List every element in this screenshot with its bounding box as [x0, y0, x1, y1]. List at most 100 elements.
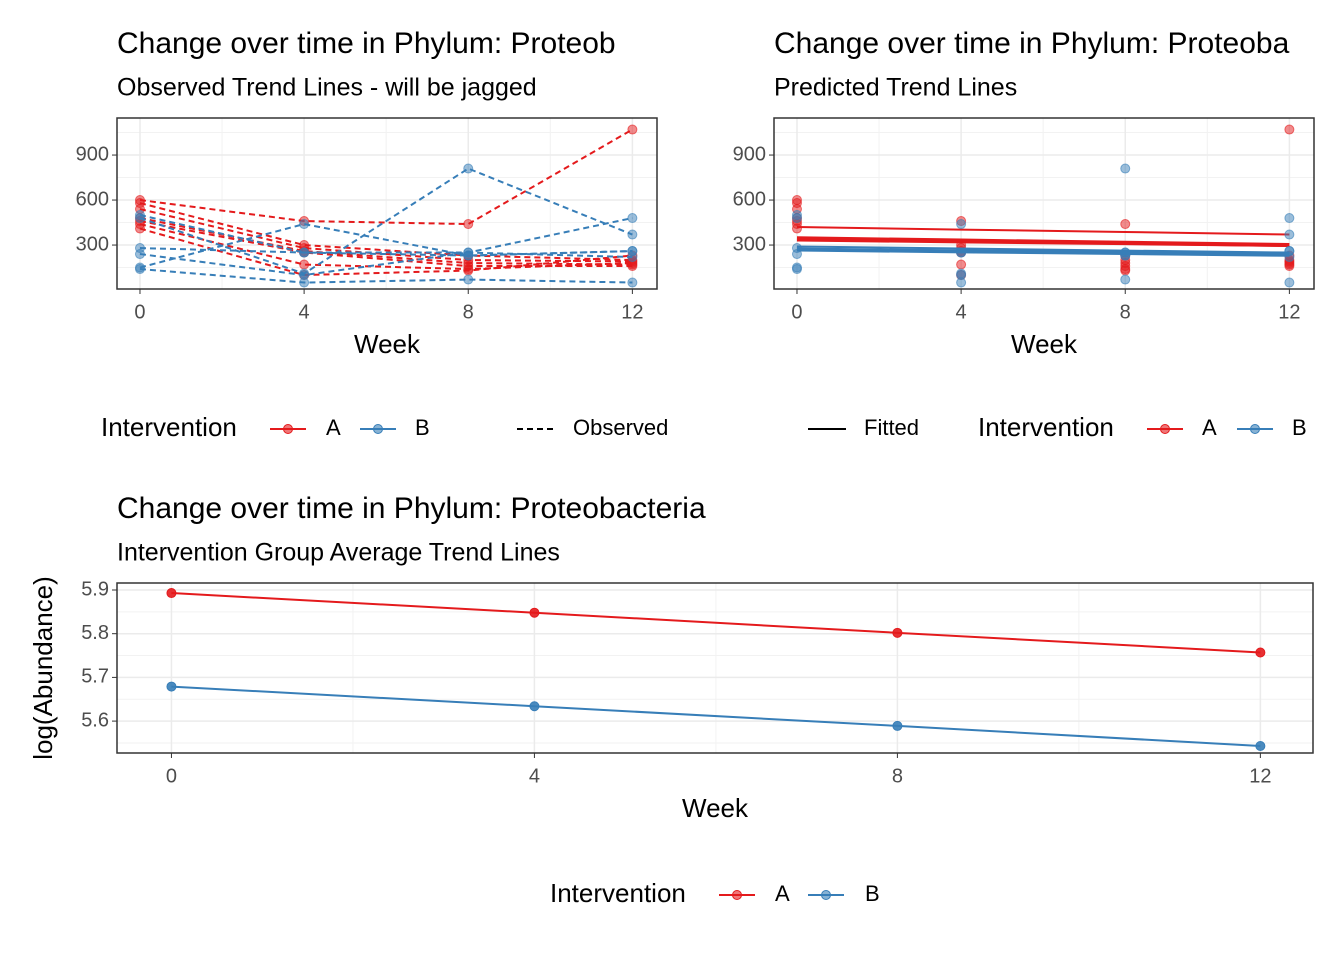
point: [299, 247, 310, 258]
x-tick-label: 4: [956, 301, 967, 323]
point: [299, 259, 310, 270]
point: [1284, 124, 1295, 135]
legend-label: B: [865, 881, 880, 906]
observed-line: [139, 202, 633, 262]
point: [463, 250, 474, 261]
legend-label: Fitted: [864, 415, 919, 440]
y-axis-title: log(Abundance): [28, 576, 58, 760]
fitted-line: [796, 226, 1290, 236]
point: [463, 163, 474, 174]
point: [529, 701, 540, 712]
observed-line: [139, 214, 633, 254]
y-tick-label: 600: [733, 188, 766, 210]
chart-subtitle: Intervention Group Average Trend Lines: [117, 539, 560, 567]
point: [791, 223, 802, 234]
observed-line: [139, 247, 633, 257]
legend-key-point: [1160, 424, 1170, 434]
y-tick-label: 300: [76, 233, 109, 255]
y-tick-label: 600: [76, 188, 109, 210]
point: [1284, 213, 1295, 224]
x-tick-label: 0: [791, 301, 802, 323]
plot-area: [117, 118, 657, 289]
point: [627, 229, 638, 240]
point: [299, 277, 310, 288]
legend-label: A: [326, 415, 341, 440]
fitted-line: [796, 236, 1290, 248]
point: [1120, 274, 1131, 285]
point: [529, 607, 540, 618]
chart-subtitle: Observed Trend Lines - will be jagged: [117, 74, 537, 102]
point: [956, 277, 967, 288]
fitted-line: [796, 247, 1290, 257]
x-tick-label: 12: [1278, 301, 1300, 323]
y-tick-label: 900: [733, 143, 766, 165]
point: [299, 219, 310, 230]
observed-line: [139, 223, 633, 271]
legend-label: A: [775, 881, 790, 906]
x-axis-title: Week: [1011, 329, 1078, 359]
legend-title: Intervention: [978, 412, 1114, 442]
panel-border: [773, 117, 1315, 290]
x-tick-label: 4: [299, 301, 310, 323]
x-axis-title: Week: [354, 329, 421, 359]
legend-label: A: [1202, 415, 1217, 440]
point: [134, 213, 145, 224]
point: [1284, 229, 1295, 240]
point: [166, 588, 177, 599]
point: [1255, 647, 1266, 658]
x-tick-label: 8: [463, 301, 474, 323]
observed-line: [139, 208, 633, 263]
panel-border: [116, 582, 1314, 754]
point: [892, 720, 903, 731]
point: [791, 264, 802, 275]
legend-label: B: [415, 415, 430, 440]
plot-area: [774, 118, 1314, 289]
y-tick-label: 5.9: [81, 578, 109, 600]
x-tick-label: 12: [1249, 765, 1271, 787]
legend-label: Observed: [573, 415, 668, 440]
point: [791, 213, 802, 224]
observed-line: [139, 268, 633, 284]
point: [892, 627, 903, 638]
point: [134, 223, 145, 234]
point: [134, 264, 145, 275]
x-tick-label: 0: [166, 765, 177, 787]
point: [463, 265, 474, 276]
legend-title: Intervention: [550, 878, 686, 908]
legend-key-point: [821, 890, 831, 900]
legend-key-point: [1250, 424, 1260, 434]
legend-key-point: [732, 890, 742, 900]
point: [627, 213, 638, 224]
point: [1284, 277, 1295, 288]
point: [956, 219, 967, 230]
y-tick-label: 5.8: [81, 622, 109, 644]
legend-key-point: [373, 424, 383, 434]
y-tick-label: 900: [76, 143, 109, 165]
chart-title: Change over time in Phylum: Proteob: [117, 27, 616, 60]
observed-line: [139, 227, 633, 277]
x-tick-label: 4: [529, 765, 540, 787]
y-tick-label: 300: [733, 233, 766, 255]
point: [463, 274, 474, 285]
chart-subtitle: Predicted Trend Lines: [774, 74, 1017, 102]
x-axis-title: Week: [682, 793, 749, 823]
point: [1120, 163, 1131, 174]
fitted-line: [796, 239, 1290, 247]
observed-line: [139, 251, 633, 277]
point: [463, 219, 474, 230]
x-tick-label: 0: [134, 301, 145, 323]
legend-title: Intervention: [101, 412, 237, 442]
plot-area: [117, 583, 1313, 753]
observed-line: [139, 128, 633, 226]
point: [627, 277, 638, 288]
legend-label: B: [1292, 415, 1307, 440]
point: [1120, 265, 1131, 276]
point: [134, 249, 145, 260]
point: [1255, 741, 1266, 752]
x-tick-label: 8: [1120, 301, 1131, 323]
chart-title: Change over time in Phylum: Proteobacter…: [117, 492, 706, 525]
point: [166, 681, 177, 692]
trend-line: [171, 592, 1261, 654]
observed-line: [139, 223, 633, 269]
